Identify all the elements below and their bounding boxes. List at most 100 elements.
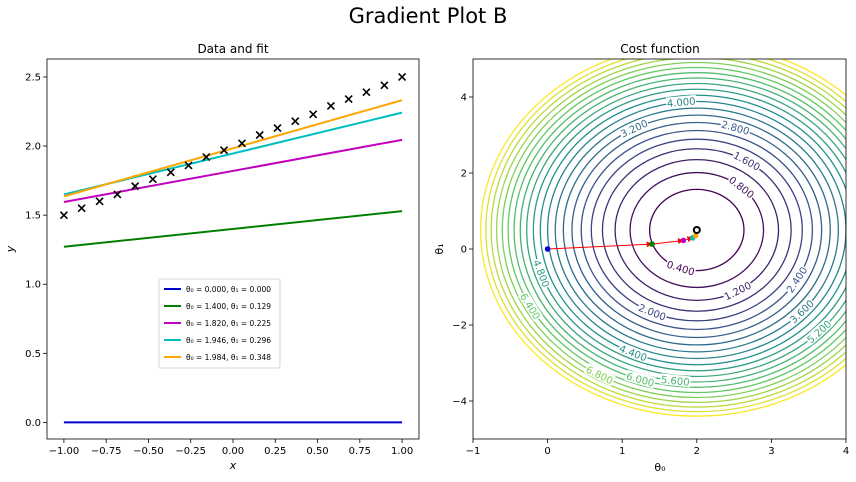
contour-line xyxy=(571,121,823,339)
data-point xyxy=(166,168,175,177)
y-tick-label: −2 xyxy=(452,321,467,332)
descent-point xyxy=(544,246,551,252)
left-y-axis-label: y xyxy=(4,245,17,253)
contour-line xyxy=(614,158,780,302)
contour-label: 1.200 xyxy=(721,278,754,304)
data-point xyxy=(326,101,335,111)
y-tick-label: −4 xyxy=(452,397,467,408)
data-point xyxy=(77,204,86,213)
contour-label: 2.800 xyxy=(719,117,752,138)
data-fit-plot: Data and fit −1.00 −0.75 −0.50 −0.25 0.00 0.2… xyxy=(4,42,420,472)
left-plot-title: Data and fit xyxy=(197,42,268,56)
svg-text:0.400: 0.400 xyxy=(665,260,696,279)
right-y-axis-label: θ₁ xyxy=(433,243,446,254)
y-tick-label: 4 xyxy=(461,93,467,104)
svg-text:4.000: 4.000 xyxy=(667,96,697,110)
contour-label: 1.600 xyxy=(731,148,763,174)
legend-item: θ₀ = 0.000, θ₁ = 0.000 xyxy=(164,285,271,294)
svg-text:0.800: 0.800 xyxy=(726,175,755,201)
contour-line xyxy=(507,66,846,394)
svg-text:2.800: 2.800 xyxy=(720,120,751,138)
contour-line xyxy=(601,148,792,312)
right-x-ticks: −1 0 1 2 3 4 xyxy=(466,439,849,457)
x-tick-label: −0.50 xyxy=(133,446,164,457)
figure-title: Gradient Plot B xyxy=(349,4,508,28)
data-point xyxy=(113,190,122,199)
svg-text:1.200: 1.200 xyxy=(723,281,754,304)
contour-label: 5.600 xyxy=(659,373,691,389)
right-plot-title: Cost function xyxy=(620,42,700,56)
y-tick-label: 2.5 xyxy=(25,72,41,83)
contour-line xyxy=(648,188,745,272)
descent-point xyxy=(649,241,655,247)
contour-label: 6.400 xyxy=(517,290,544,322)
left-x-ticks: −1.00 −0.75 −0.50 −0.25 0.00 0.25 0.50 0.75 1.00 xyxy=(49,439,413,457)
legend-label: θ₀ = 0.000, θ₁ = 0.000 xyxy=(186,285,271,294)
legend-label: θ₀ = 1.946, θ₁ = 0.296 xyxy=(186,336,271,345)
contour-label: 0.400 xyxy=(664,257,697,279)
data-point xyxy=(148,175,157,184)
descent-point xyxy=(692,232,699,239)
x-tick-label: −0.25 xyxy=(175,446,206,457)
data-point xyxy=(291,117,300,126)
left-plot-frame xyxy=(46,58,420,440)
left-x-axis-label: x xyxy=(229,459,237,472)
data-point xyxy=(380,81,389,90)
left-y-ticks: 0.0 0.5 1.0 1.5 2.0 2.5 xyxy=(25,72,47,429)
y-tick-label: 1.0 xyxy=(25,280,41,291)
x-tick-label: −1 xyxy=(466,446,481,457)
data-point xyxy=(398,72,407,82)
right-y-ticks: −4 −2 0 2 4 xyxy=(452,93,473,408)
y-tick-label: 1.5 xyxy=(25,211,41,222)
x-tick-label: 0.25 xyxy=(264,446,286,457)
svg-text:5.600: 5.600 xyxy=(660,375,690,389)
contour-line xyxy=(562,114,831,346)
x-tick-label: 4 xyxy=(843,446,849,457)
cost-contour-plot: Cost function 0.400 0.800 1.200 1.600 2.000 2… xyxy=(433,42,849,474)
svg-text:1.600: 1.600 xyxy=(731,150,761,173)
legend-item: θ₀ = 1.946, θ₁ = 0.296 xyxy=(164,336,271,345)
x-tick-label: 0 xyxy=(544,446,550,457)
x-tick-label: −0.75 xyxy=(91,446,122,457)
legend-label: θ₀ = 1.400, θ₁ = 0.129 xyxy=(186,302,271,311)
descent-point xyxy=(680,237,687,244)
data-point xyxy=(219,146,229,155)
contour-line xyxy=(554,107,839,353)
data-point xyxy=(131,182,140,191)
data-point xyxy=(309,110,318,119)
contour-line xyxy=(526,82,846,378)
x-tick-label: 2 xyxy=(694,446,700,457)
contour-label: 2.400 xyxy=(783,263,810,295)
left-plot-area xyxy=(59,72,407,424)
descent-step-arrow xyxy=(547,241,653,250)
x-tick-label: 0.00 xyxy=(222,446,244,457)
y-tick-label: 2.0 xyxy=(25,142,41,153)
x-tick-label: 0.50 xyxy=(306,446,328,457)
contour-line xyxy=(519,77,846,383)
contour-line xyxy=(496,59,846,403)
contour-lines xyxy=(480,59,846,417)
contour-line xyxy=(480,59,846,417)
legend-item: θ₀ = 1.984, θ₁ = 0.348 xyxy=(164,353,271,362)
descent-path xyxy=(544,226,701,252)
legend: θ₀ = 0.000, θ₁ = 0.000 θ₀ = 1.400, θ₁ = 0… xyxy=(158,278,281,369)
contour-line xyxy=(501,61,846,399)
contour-line xyxy=(490,59,846,408)
data-point xyxy=(95,197,104,206)
x-tick-label: −1.00 xyxy=(49,446,80,457)
data-point xyxy=(255,130,264,140)
legend-label: θ₀ = 1.820, θ₁ = 0.225 xyxy=(186,319,271,328)
data-point xyxy=(273,124,282,133)
descent-step-arrow xyxy=(651,238,684,245)
y-tick-label: 0.5 xyxy=(25,349,41,360)
contour-label: 2.000 xyxy=(636,301,669,324)
data-point xyxy=(59,211,68,220)
contour-line xyxy=(532,88,846,372)
contour-line xyxy=(513,72,846,388)
y-tick-label: 0.0 xyxy=(25,418,41,429)
data-point xyxy=(344,95,353,104)
contour-line xyxy=(580,129,814,331)
x-tick-label: 3 xyxy=(768,446,774,457)
x-tick-label: 1 xyxy=(619,446,625,457)
